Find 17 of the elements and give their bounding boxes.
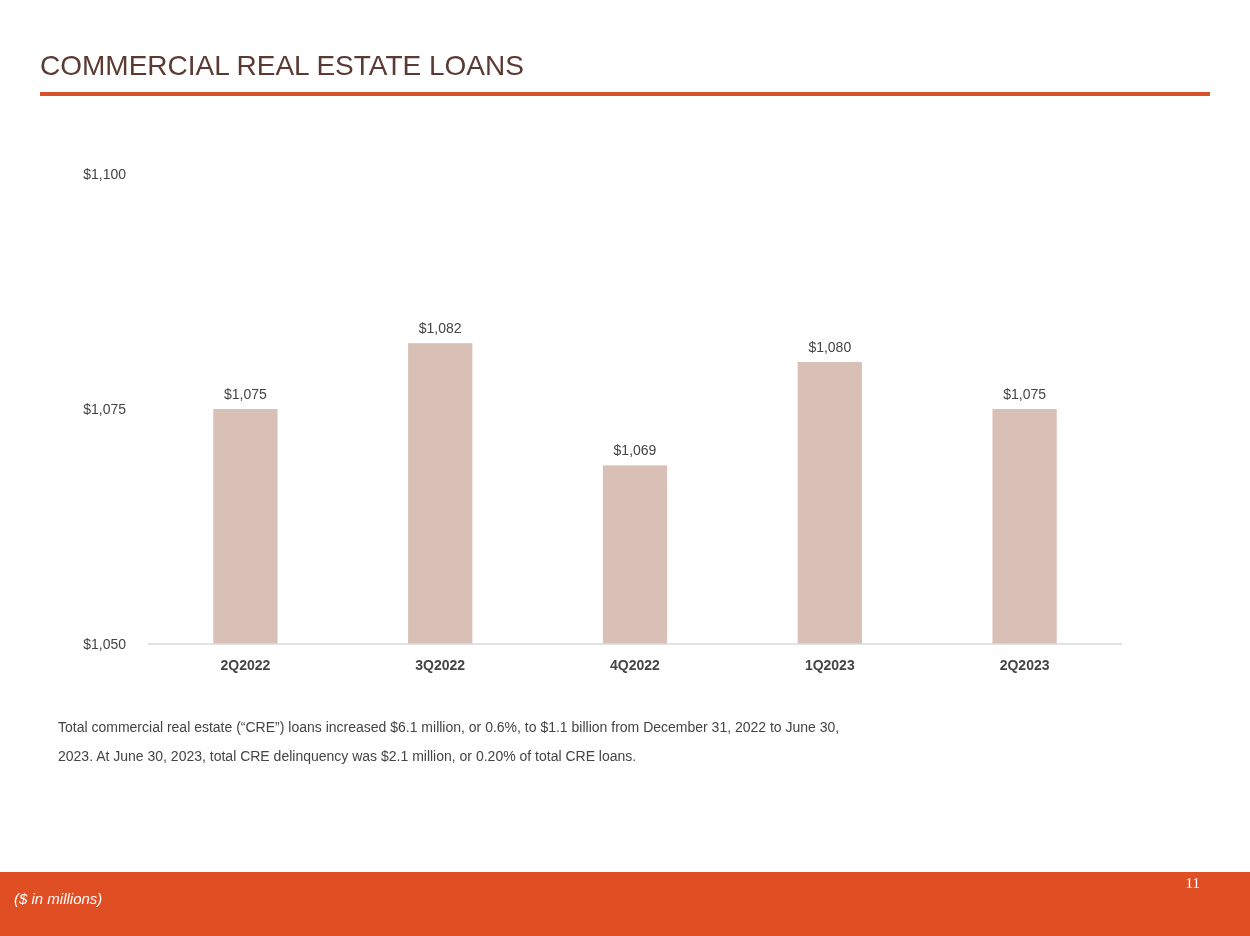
x-tick-label: 2Q2023 — [999, 657, 1050, 673]
x-tick-label: 4Q2022 — [610, 657, 661, 673]
y-tick-label: $1,050 — [83, 636, 127, 652]
x-tick-label: 3Q2022 — [415, 657, 466, 673]
y-tick-label: $1,100 — [83, 166, 127, 182]
data-label: $1,075 — [223, 386, 268, 402]
data-label: $1,080 — [808, 339, 852, 355]
x-tick-label: 2Q2022 — [220, 657, 271, 673]
y-tick-label: $1,075 — [83, 401, 127, 417]
text: 11 — [1185, 875, 1200, 891]
text: Total commercial real estate (“CRE”) loans increased $6.1 million, or 0.6%, to $1.1 billion from December 31, 2022 to June 30, 2023. At June 30, 2023, total CRE delinquency was $2.1 million, or 0.20% of total CRE loans. — [58, 719, 840, 764]
x-tick-label: 1Q2023 — [804, 657, 855, 673]
text: ($ in millions) — [14, 890, 103, 907]
data-label: $1,082 — [418, 320, 462, 337]
data-label: $1,075 — [1003, 386, 1047, 402]
data-label: $1,069 — [613, 442, 657, 459]
chart-title: COMMERCIAL REAL ESTATE LOANS — [40, 50, 524, 81]
